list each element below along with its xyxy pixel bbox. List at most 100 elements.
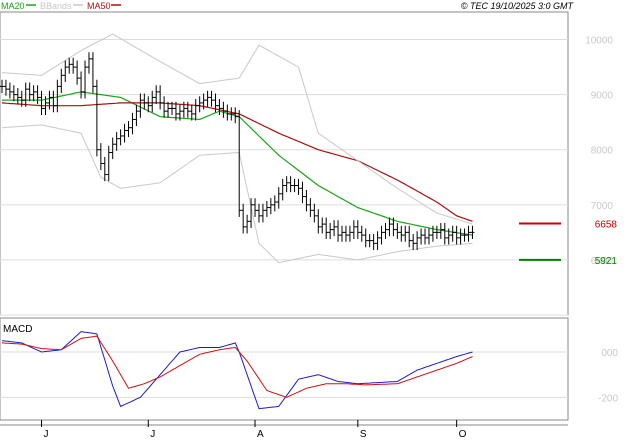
price-bar	[217, 99, 222, 116]
price-bar	[229, 107, 234, 121]
price-bar	[383, 222, 388, 239]
price-bar	[260, 203, 265, 223]
price-y-axis: 10000 9000 8000 7000 6000	[585, 36, 613, 267]
price-bar	[249, 198, 254, 228]
price-bar	[419, 228, 424, 245]
price-bar	[470, 225, 475, 239]
price-bar	[162, 96, 167, 118]
series-ma20	[2, 91, 473, 236]
price-bar	[446, 228, 451, 245]
price-bar	[110, 137, 115, 160]
price-bar	[19, 90, 24, 107]
price-bar	[35, 85, 40, 105]
price-bar	[126, 121, 131, 138]
price-bar	[288, 176, 293, 193]
macd-title: MACD	[3, 324, 32, 335]
price-bar	[399, 225, 404, 242]
price-bar	[193, 99, 198, 121]
price-marker-label: 5921	[595, 256, 618, 267]
series-bb-upper	[1, 33, 473, 225]
price-bar	[312, 203, 317, 223]
price-bar	[94, 79, 99, 157]
price-bar	[304, 189, 309, 212]
price-panel: 10000 9000 8000 7000 6000 6658 5921	[0, 11, 618, 316]
price-bar	[79, 71, 84, 99]
price-bar	[158, 85, 163, 110]
price-bar	[146, 96, 151, 113]
price-bar	[197, 96, 202, 113]
price-bar	[245, 214, 250, 234]
price-bar	[320, 217, 325, 234]
macd-plot-area	[0, 317, 569, 421]
price-bar	[438, 222, 443, 239]
price-marker-label: 6658	[595, 220, 618, 231]
price-tick-label: 8000	[591, 146, 614, 157]
price-bar	[343, 225, 348, 242]
price-bar	[177, 104, 182, 121]
price-bar	[430, 225, 435, 242]
price-bar	[15, 88, 20, 105]
price-bar	[90, 52, 95, 93]
x-tick-label: A	[257, 429, 264, 440]
price-bar	[256, 203, 261, 223]
price-bar	[462, 228, 467, 242]
price-bar	[272, 195, 277, 212]
macd-series	[1, 331, 473, 410]
price-bar	[138, 93, 143, 118]
price-bar	[253, 198, 258, 217]
price-bar	[332, 220, 337, 237]
price-bar	[170, 101, 174, 116]
price-bar	[237, 110, 242, 217]
price-bar	[300, 181, 305, 204]
price-bar	[142, 93, 147, 110]
price-bar	[51, 90, 56, 113]
price-bar	[0, 79, 4, 93]
price-bar	[415, 231, 420, 250]
legend-ma50: MA50	[87, 1, 111, 11]
price-bar	[130, 112, 135, 135]
price-bar	[280, 178, 285, 201]
price-bar	[450, 225, 455, 242]
macd-y-axis: 000 -200	[598, 348, 618, 404]
price-bar	[442, 222, 447, 245]
x-tick-label: J	[150, 429, 155, 440]
price-bar	[106, 145, 111, 182]
price-bar	[395, 222, 400, 239]
price-series	[1, 33, 473, 264]
price-bar	[276, 187, 281, 209]
price-bar	[71, 57, 76, 74]
price-bar	[454, 225, 459, 245]
series-macd	[1, 331, 473, 410]
price-bar	[268, 198, 273, 215]
price-bar	[75, 60, 80, 85]
price-bar	[241, 203, 246, 234]
price-bar	[308, 198, 313, 217]
price-bar	[292, 178, 297, 193]
price-plot-area	[0, 11, 569, 316]
price-bar	[423, 228, 428, 245]
price-bar	[39, 90, 44, 116]
price-bar	[3, 79, 8, 96]
price-bar	[336, 220, 341, 242]
price-bar	[86, 52, 91, 74]
x-tick-label: O	[459, 429, 467, 440]
price-bar	[31, 85, 36, 102]
price-bar	[59, 68, 64, 93]
price-bar	[391, 217, 396, 237]
price-bar	[102, 156, 107, 182]
price-bar	[375, 231, 380, 250]
price-bar	[458, 228, 463, 245]
price-bar	[185, 101, 190, 118]
price-tick-label: 10000	[585, 36, 613, 47]
series-bb-lower	[1, 124, 473, 264]
price-bar	[403, 225, 408, 242]
legend-bbands: BBands	[40, 1, 72, 11]
price-bar	[189, 104, 194, 121]
macd-tick-label: -200	[598, 393, 618, 404]
x-tick-label: S	[360, 429, 367, 440]
price-bar	[225, 104, 230, 121]
price-bar	[355, 220, 360, 239]
price-bar	[363, 228, 368, 248]
price-bar	[118, 129, 123, 146]
